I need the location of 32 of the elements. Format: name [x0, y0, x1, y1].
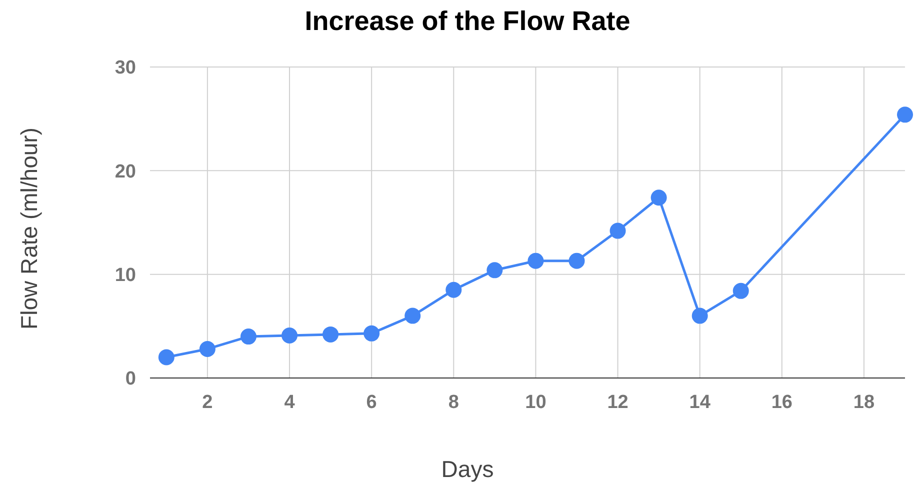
x-axis-title: Days — [441, 456, 494, 482]
point — [650, 190, 667, 206]
x-tick-label: 16 — [771, 392, 792, 413]
y-tick-label: 20 — [114, 161, 136, 182]
y-tick-label: 0 — [125, 368, 136, 390]
point — [692, 308, 708, 324]
y-axis-title: Flow Rate (ml/hour) — [16, 128, 42, 330]
point — [364, 325, 380, 342]
point — [199, 340, 216, 357]
x-tick-label: 10 — [525, 392, 546, 413]
point — [446, 282, 462, 298]
point — [568, 252, 585, 269]
x-tick-label: 12 — [607, 392, 628, 413]
x-tick-label: 4 — [284, 392, 296, 413]
point — [610, 222, 626, 239]
point — [282, 327, 298, 344]
y-tick-label: 10 — [114, 264, 136, 286]
point — [897, 106, 913, 123]
point — [322, 326, 339, 342]
x-tick-label: 18 — [853, 392, 875, 413]
point — [404, 308, 421, 324]
point — [158, 349, 174, 366]
point — [486, 262, 503, 278]
x-tick-label: 14 — [689, 392, 711, 413]
point — [240, 328, 256, 345]
point — [732, 282, 749, 299]
point — [528, 252, 544, 269]
x-tick-label: 6 — [366, 392, 377, 413]
x-tick-label: 2 — [202, 392, 213, 413]
x-tick-label: 8 — [448, 392, 459, 413]
chart-title: Increase of the Flow Rate — [304, 6, 630, 36]
y-tick-label: 30 — [114, 58, 136, 79]
